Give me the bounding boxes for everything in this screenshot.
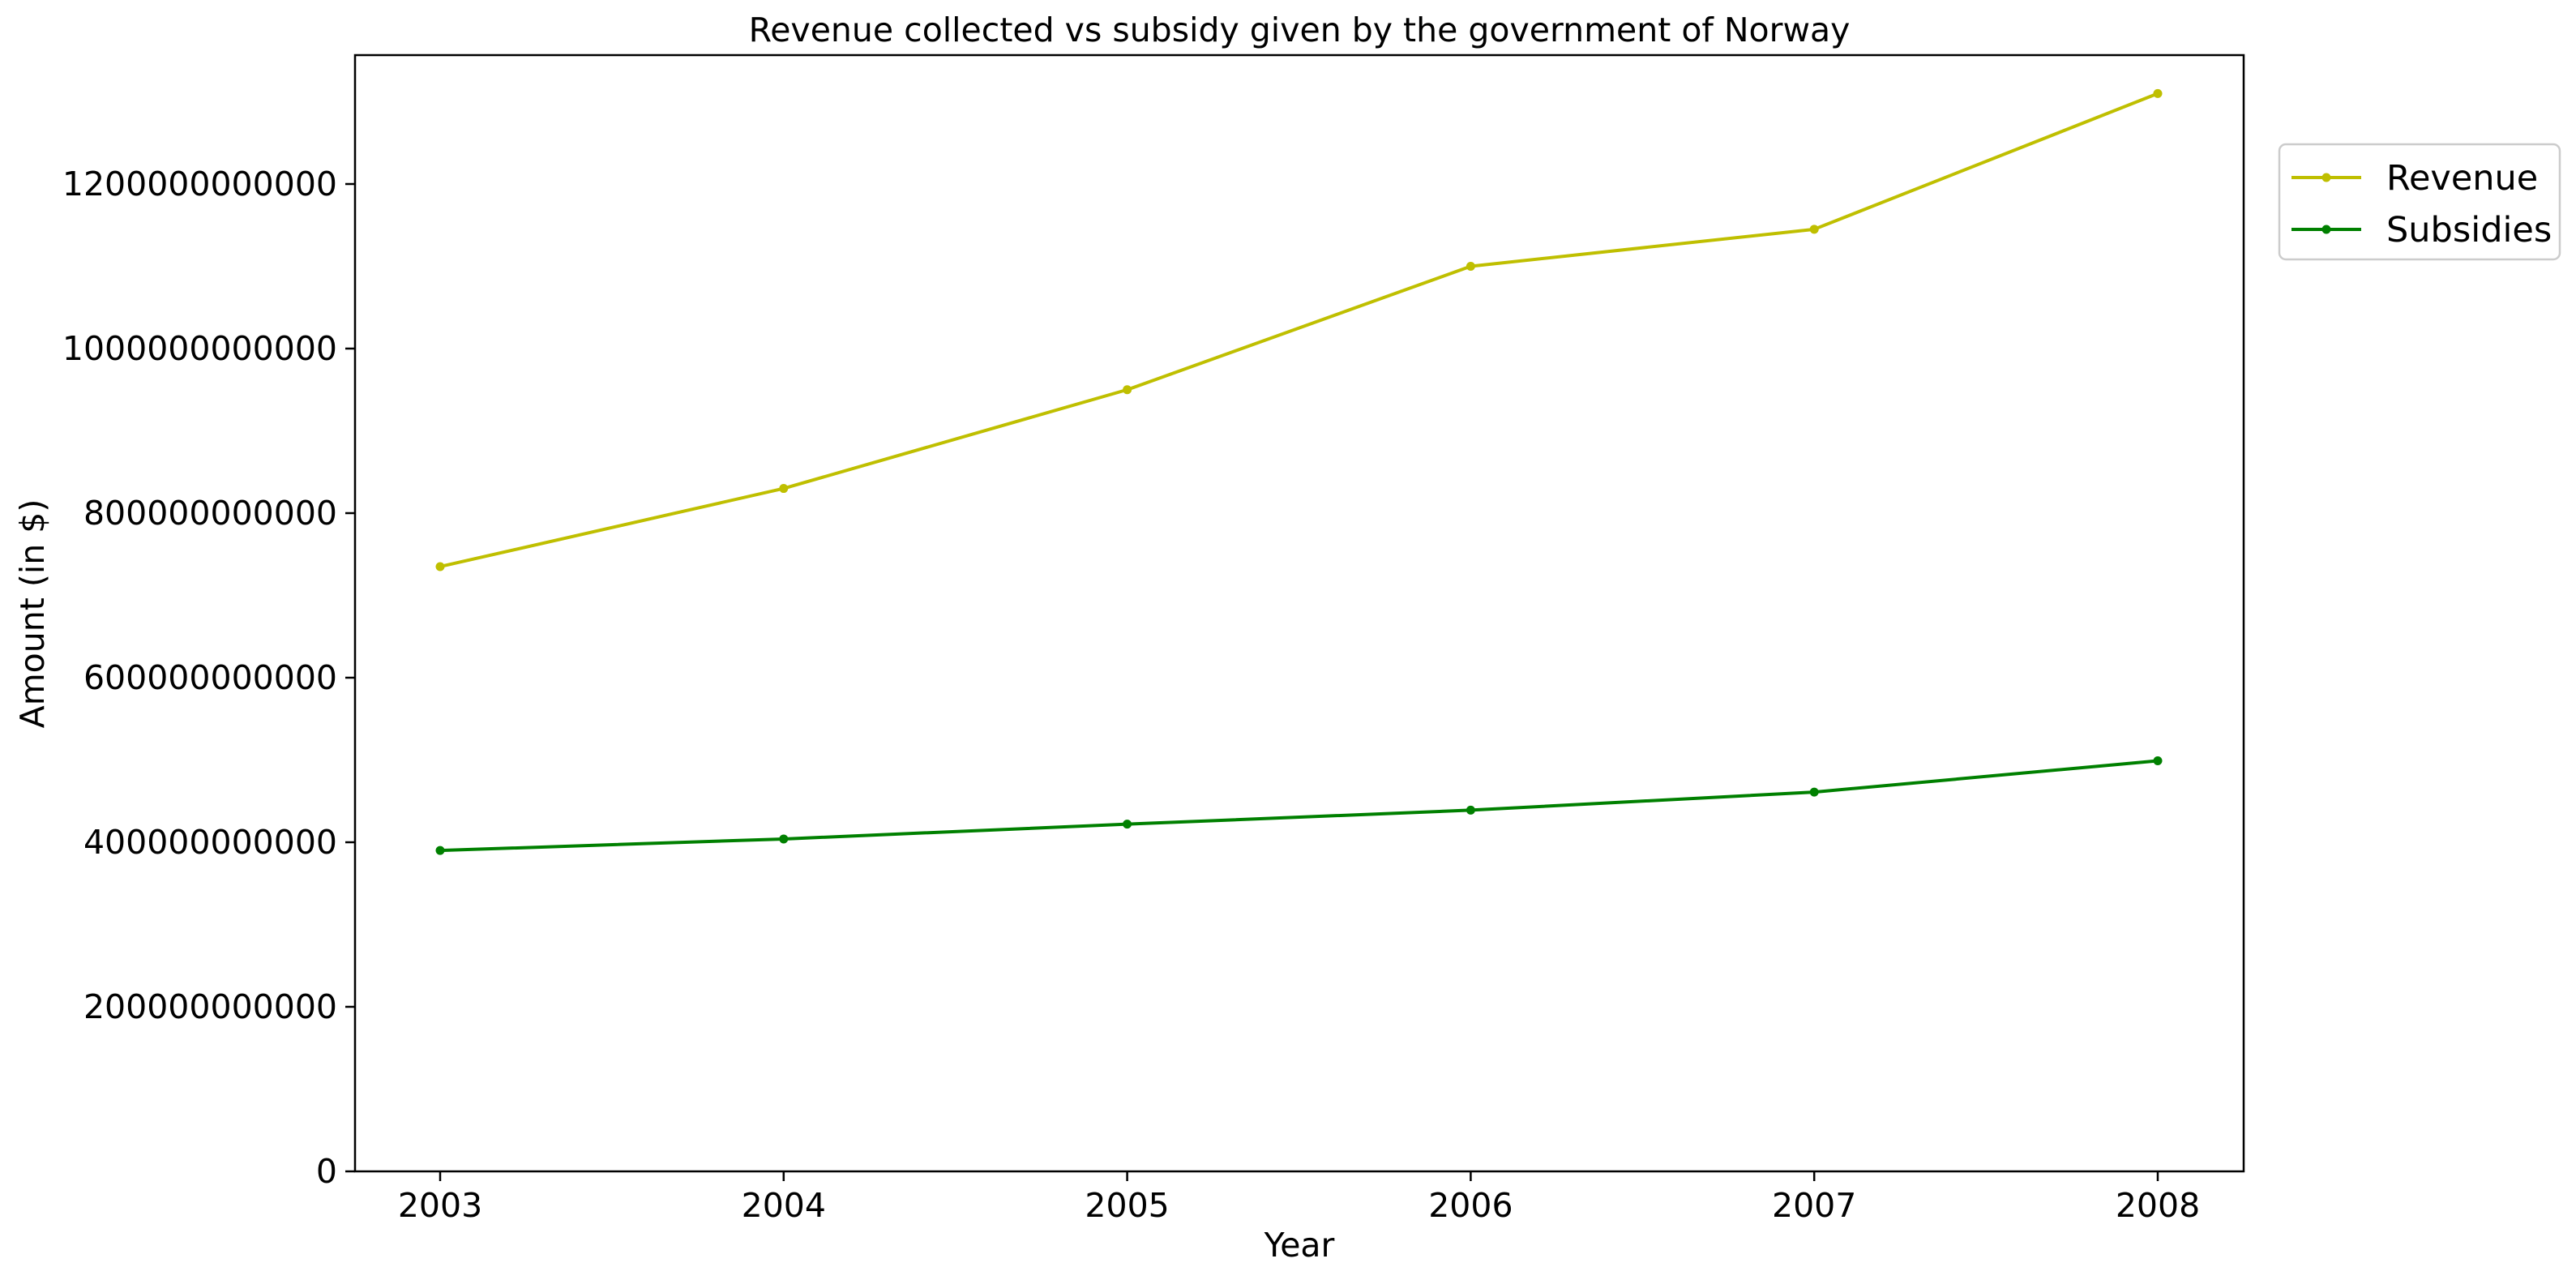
legend-marker-subsidies <box>2321 225 2331 234</box>
series-layer <box>435 88 2163 855</box>
y-tick-label: 200000000000 <box>83 987 337 1026</box>
y-tick-label: 1200000000000 <box>62 165 337 203</box>
data-point-revenue <box>1466 262 1475 271</box>
y-tick-label: 600000000000 <box>83 658 337 697</box>
x-tick-label: 2008 <box>2116 1186 2200 1225</box>
y-tick-label: 800000000000 <box>83 494 337 533</box>
x-axis: 2003 2004 2005 2006 2007 2008 <box>398 1171 2200 1225</box>
legend-label-revenue: Revenue <box>2386 158 2538 199</box>
y-axis-label: Amount (in $) <box>13 499 52 729</box>
x-tick-label: 2007 <box>1772 1186 1856 1225</box>
x-tick-label: 2003 <box>398 1186 482 1225</box>
data-point-revenue <box>1123 385 1132 395</box>
chart-title: Revenue collected vs subsidy given by th… <box>749 11 1851 49</box>
data-point-revenue <box>1809 225 1819 234</box>
data-point-subsidies <box>435 845 445 855</box>
data-point-subsidies <box>2153 756 2163 766</box>
legend-label-subsidies: Subsidies <box>2386 210 2552 250</box>
legend: Revenue Subsidies <box>2278 143 2561 261</box>
data-point-revenue <box>435 562 445 572</box>
plot-area-frame <box>353 54 2245 1173</box>
y-tick-label: 0 <box>316 1152 337 1191</box>
x-tick-label: 2004 <box>742 1186 826 1225</box>
data-point-revenue <box>2153 88 2163 98</box>
data-point-subsidies <box>779 834 789 844</box>
data-point-subsidies <box>1466 805 1475 815</box>
y-tick-label: 400000000000 <box>83 823 337 862</box>
series-line-subsidies <box>439 759 2159 853</box>
data-point-revenue <box>779 484 789 494</box>
x-axis-label: Year <box>1264 1226 1335 1265</box>
y-tick-label: 1000000000000 <box>62 329 337 368</box>
data-point-subsidies <box>1809 787 1819 797</box>
x-tick-label: 2006 <box>1428 1186 1513 1225</box>
data-point-subsidies <box>1123 820 1132 829</box>
legend-marker-revenue <box>2321 173 2331 182</box>
x-tick-label: 2005 <box>1085 1186 1169 1225</box>
y-axis: 0 200000000000 400000000000 600000000000 800… <box>62 165 355 1191</box>
series-line-revenue <box>439 92 2159 568</box>
